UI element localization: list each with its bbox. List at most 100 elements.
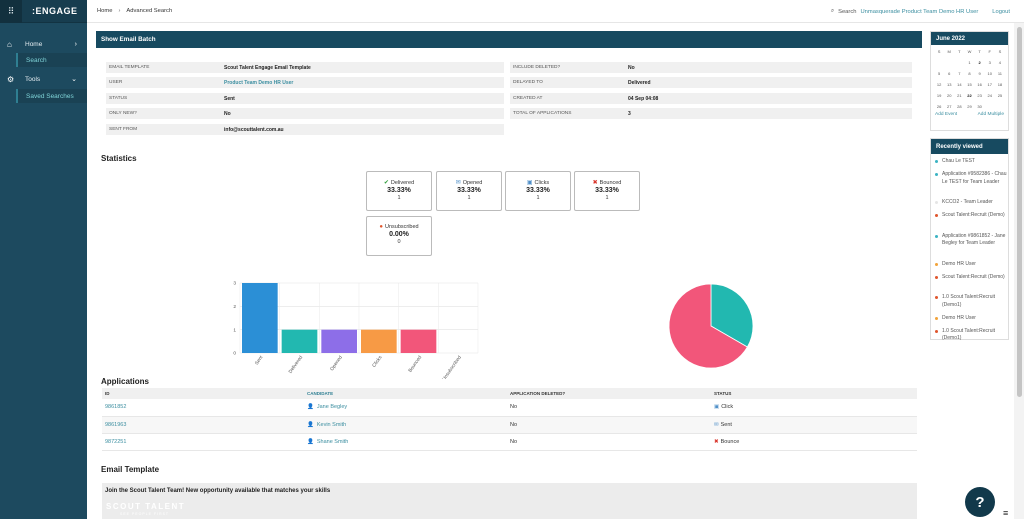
add-multiple-link[interactable]: Add Multiple xyxy=(977,112,1004,117)
recent-item[interactable]: Application #9861852 - Jane Begley for T… xyxy=(935,233,1007,248)
recent-item[interactable]: 1.0 Scout Talent:Recruit (Demo1) xyxy=(935,328,1007,343)
application-id-link[interactable]: 9861963 xyxy=(102,416,304,434)
recent-item[interactable]: Demo HR User xyxy=(935,315,1007,323)
applications-table: ID CANDIDATE APPLICATION DELETED? STATUS… xyxy=(102,388,917,451)
candidate-link[interactable]: Kevin Smith xyxy=(316,421,347,428)
calendar-day[interactable]: 21 xyxy=(957,93,962,98)
scrollbar[interactable] xyxy=(1014,23,1024,519)
calendar-day[interactable]: 13 xyxy=(946,82,952,87)
calendar-day[interactable]: 11 xyxy=(997,71,1002,76)
breadcrumb-home[interactable]: Home xyxy=(97,8,113,14)
calendar-day[interactable]: 20 xyxy=(946,93,952,98)
calendar-day[interactable]: 28 xyxy=(957,104,962,109)
applications-title: Applications xyxy=(101,377,150,386)
pie-slice xyxy=(710,283,754,348)
bullet-icon xyxy=(935,275,938,279)
calendar-day[interactable]: 27 xyxy=(946,104,952,109)
calendar-day[interactable]: 15 xyxy=(967,82,972,87)
detail-value: No xyxy=(224,110,231,117)
calendar-day[interactable]: 17 xyxy=(987,82,992,87)
unmasquerade-link[interactable]: Unmasquerade Product Team Demo HR User xyxy=(860,8,979,15)
table-row: 9861852 👤 Jane Begley No ▣ Click xyxy=(102,399,917,417)
stat-label-text: Unsubscribed xyxy=(384,224,419,230)
recent-item[interactable]: Demo HR User xyxy=(935,261,1007,269)
recent-item[interactable]: Chau Le TEST xyxy=(935,158,1007,166)
calendar-day[interactable]: 25 xyxy=(997,93,1003,98)
stat-percent: 33.33% xyxy=(457,187,481,194)
calendar-day[interactable]: 7 xyxy=(958,71,961,76)
calendar-day[interactable]: 30 xyxy=(977,104,982,109)
home-icon: ⌂ xyxy=(7,39,12,49)
search-link[interactable]: Search xyxy=(838,8,857,15)
detail-row: SENT FROM info@scouttalent.com.au xyxy=(106,124,504,135)
calendar-day[interactable]: 19 xyxy=(936,93,942,98)
detail-row: EMAIL TEMPLATE Scout Talent Engage Email … xyxy=(106,62,504,73)
y-tick-label: 0 xyxy=(233,351,236,357)
stat-card: ▣ Clicks 33.33% 1 xyxy=(505,171,571,211)
calendar-day[interactable]: 10 xyxy=(987,71,992,76)
calendar-day[interactable]: 9 xyxy=(978,71,981,76)
stat-percent: 33.33% xyxy=(595,187,619,194)
nav-item-tools[interactable]: ⚙ Tools ⌄ xyxy=(0,70,87,88)
calendar-day[interactable] xyxy=(934,58,944,67)
calendar-days: S M T W T F S 1 2 3 4 5 6 7 8 9 10 11 12 13 14 15 16 17 18 19 20 21… xyxy=(931,45,1008,111)
apps-grid-icon[interactable]: ⠿ xyxy=(0,0,22,23)
menu-icon[interactable]: ≡ xyxy=(1003,508,1009,518)
application-id-link[interactable]: 9872251 xyxy=(102,433,304,451)
status-icon: ✉ xyxy=(714,421,719,428)
nav-sub-saved-searches[interactable]: Saved Searches xyxy=(16,89,87,103)
detail-value[interactable]: Product Team Demo HR User xyxy=(224,79,294,86)
calendar-day[interactable]: 4 xyxy=(998,60,1002,65)
recent-item[interactable]: KCCO2 - Team Leader xyxy=(935,199,1007,207)
calendar-day[interactable]: 29 xyxy=(967,104,972,109)
add-event-link[interactable]: Add Event xyxy=(935,112,958,117)
deleted-cell: No xyxy=(507,433,711,451)
weekday-label: S xyxy=(998,49,1002,54)
calendar-day[interactable]: 26 xyxy=(936,104,942,109)
calendar-day[interactable]: 24 xyxy=(987,93,992,98)
calendar-day[interactable]: 18 xyxy=(997,82,1003,87)
stat-label: ✖ Bounced xyxy=(575,179,639,186)
candidate-link[interactable]: Shane Smith xyxy=(316,438,349,445)
search-icon[interactable]: ⌕ xyxy=(830,8,835,14)
stat-percent: 0.00% xyxy=(389,231,409,238)
calendar-day[interactable]: 5 xyxy=(937,71,941,76)
weekday-label: T xyxy=(958,49,961,54)
calendar-day[interactable]: 23 xyxy=(977,93,982,98)
recent-item[interactable]: Application #9582386 - Chau Le TEST for … xyxy=(935,171,1007,186)
recent-item-label: Demo HR User xyxy=(942,314,976,321)
col-id: ID xyxy=(102,388,304,399)
recent-item-label: Chau Le TEST xyxy=(942,158,975,164)
recent-item[interactable]: Scout Talent:Recruit (Demo) xyxy=(935,274,1007,282)
recent-item-label: Scout Talent:Recruit (Demo) xyxy=(942,212,1005,218)
nav-item-home[interactable]: ⌂ Home › xyxy=(0,35,87,53)
calendar-day[interactable]: 3 xyxy=(988,60,991,65)
calendar-day[interactable]: 8 xyxy=(968,71,971,76)
calendar-day[interactable]: 22 xyxy=(967,93,972,98)
nav-sub-search[interactable]: Search xyxy=(16,53,87,67)
weekday-label: T xyxy=(978,49,981,54)
recent-item[interactable]: Scout Talent:Recruit (Demo) xyxy=(935,212,1007,220)
calendar-day[interactable]: 14 xyxy=(957,82,962,87)
recent-item[interactable]: 1.0 Scout Talent:Recruit (Demo1) xyxy=(935,294,1007,309)
calendar-day[interactable]: 16 xyxy=(977,82,982,87)
detail-row: STATUS Sent xyxy=(106,93,504,104)
calendar-day[interactable] xyxy=(944,58,954,67)
calendar-day[interactable]: 1 xyxy=(968,60,971,65)
calendar-day[interactable] xyxy=(995,102,1005,111)
calendar-day[interactable]: 12 xyxy=(936,82,942,87)
calendar-day[interactable]: 6 xyxy=(948,71,951,76)
scrollbar-thumb[interactable] xyxy=(1017,27,1022,397)
calendar-day[interactable] xyxy=(954,58,964,67)
x-tick-label: Clicks xyxy=(371,354,384,368)
stat-icon: ✖ xyxy=(592,180,598,186)
calendar-day[interactable] xyxy=(985,102,995,111)
x-tick-label: Bounced xyxy=(407,354,423,373)
logout-link[interactable]: Logout xyxy=(992,8,1010,15)
candidate-link[interactable]: Jane Begley xyxy=(316,404,348,411)
calendar-day[interactable]: 2 xyxy=(978,60,981,65)
application-id-link[interactable]: 9861852 xyxy=(102,399,304,417)
detail-key: STATUS xyxy=(109,96,128,101)
help-button[interactable]: ? xyxy=(965,487,995,517)
col-candidate[interactable]: CANDIDATE xyxy=(304,388,507,399)
